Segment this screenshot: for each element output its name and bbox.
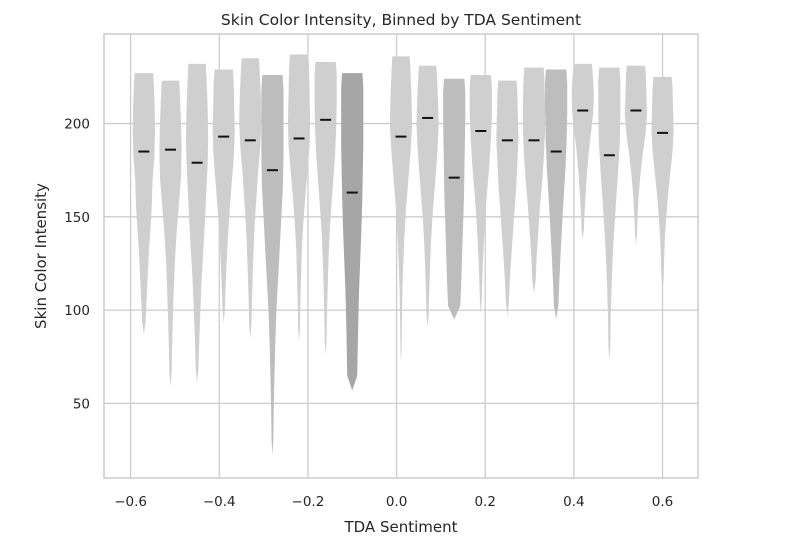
violin-shape xyxy=(469,75,492,314)
median-markers xyxy=(138,109,669,194)
violin-shape xyxy=(496,80,519,316)
violin-shape xyxy=(598,67,621,361)
x-tick-label: −0.2 xyxy=(292,494,325,510)
x-tick-label: −0.6 xyxy=(114,494,147,510)
y-axis-label: Skin Color Intensity xyxy=(32,183,50,329)
plot-frame xyxy=(103,33,699,479)
violin-shape xyxy=(416,65,439,327)
violin-shape xyxy=(545,69,568,320)
violin-shape xyxy=(341,73,364,391)
x-tick-label: 0.2 xyxy=(474,494,495,510)
violin-shape xyxy=(571,63,594,240)
y-tick-label: 200 xyxy=(64,117,90,133)
x-axis-label: TDA Sentiment xyxy=(343,518,457,536)
y-tick-label: 150 xyxy=(64,210,90,226)
x-tick-label: 0.6 xyxy=(652,494,673,510)
violin-shape xyxy=(522,67,546,294)
violin-shape xyxy=(132,73,155,335)
violin-shape xyxy=(287,54,311,342)
x-tick-label: 0.4 xyxy=(563,494,584,510)
chart-title: Skin Color Intensity, Binned by TDA Sent… xyxy=(221,11,581,29)
violin-shape xyxy=(261,75,284,456)
violin-shape xyxy=(651,76,674,290)
violin-shape xyxy=(314,61,337,355)
y-tick-label: 50 xyxy=(73,396,90,412)
x-tick-labels: −0.6 −0.4 −0.2 0.0 0.2 0.4 0.6 xyxy=(114,494,673,510)
y-tick-label: 100 xyxy=(64,303,90,319)
x-tick-label: −0.4 xyxy=(203,494,236,510)
y-tick-labels: 50 100 150 200 xyxy=(64,117,90,413)
violin-shape xyxy=(186,63,209,383)
violin-shape xyxy=(443,78,466,320)
violin-shape xyxy=(159,80,182,387)
violins xyxy=(132,54,674,456)
violin-shape xyxy=(389,56,413,363)
violin-shape xyxy=(239,58,262,339)
violin-shape xyxy=(624,65,648,245)
x-tick-label: 0.0 xyxy=(386,494,407,510)
violin-shape xyxy=(212,69,235,324)
